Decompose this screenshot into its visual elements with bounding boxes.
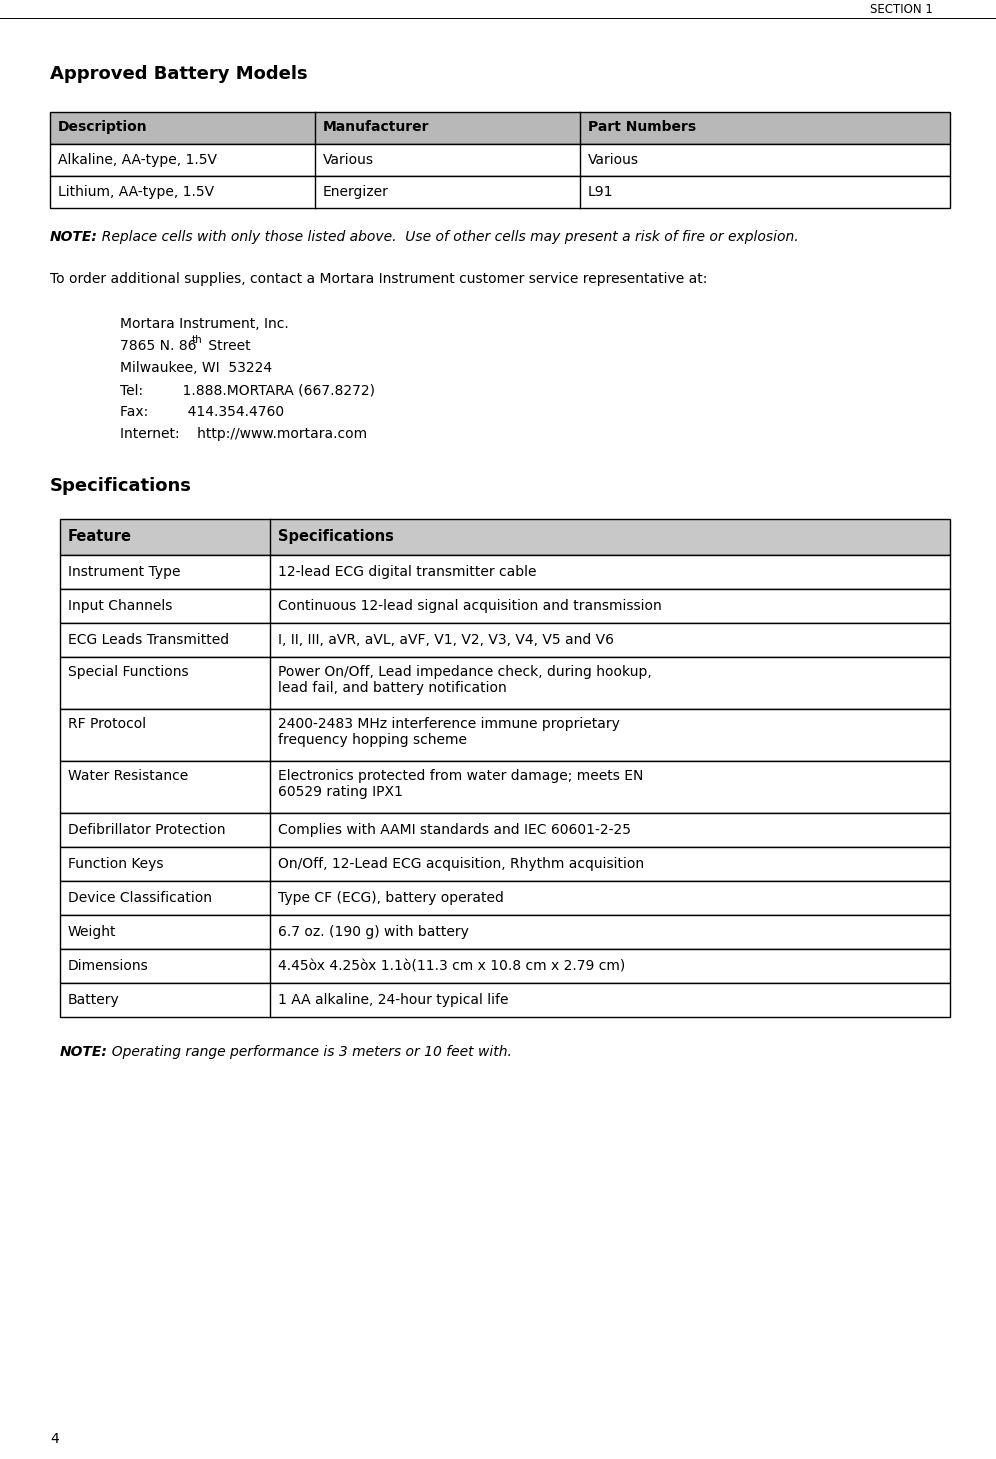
Text: Alkaline, AA-type, 1.5V: Alkaline, AA-type, 1.5V: [58, 153, 217, 166]
Text: Complies with AAMI standards and IEC 60601-2-25: Complies with AAMI standards and IEC 606…: [278, 823, 631, 837]
Text: Part Numbers: Part Numbers: [588, 120, 696, 134]
Text: Approved Battery Models: Approved Battery Models: [50, 66, 308, 83]
Text: Energizer: Energizer: [323, 185, 388, 198]
Bar: [60, 709, 950, 762]
Bar: [60, 983, 950, 1017]
Bar: [60, 657, 950, 709]
Text: Device Classification: Device Classification: [68, 891, 212, 905]
Text: Milwaukee, WI  53224: Milwaukee, WI 53224: [120, 360, 272, 375]
Text: NOTE:: NOTE:: [60, 1045, 108, 1059]
Text: Instrument Type: Instrument Type: [68, 565, 180, 579]
Bar: [50, 144, 950, 177]
Text: Input Channels: Input Channels: [68, 600, 172, 613]
Bar: [50, 177, 950, 209]
Text: To order additional supplies, contact a Mortara Instrument customer service repr: To order additional supplies, contact a …: [50, 271, 707, 286]
Text: ECG Leads Transmitted: ECG Leads Transmitted: [68, 633, 229, 646]
Text: Continuous 12-lead signal acquisition and transmission: Continuous 12-lead signal acquisition an…: [278, 600, 661, 613]
Text: Electronics protected from water damage; meets EN
60529 rating IPX1: Electronics protected from water damage;…: [278, 769, 643, 800]
Text: Power On/Off, Lead impedance check, during hookup,
lead fail, and battery notifi: Power On/Off, Lead impedance check, duri…: [278, 665, 651, 694]
Text: 6.7 oz. (190 g) with battery: 6.7 oz. (190 g) with battery: [278, 925, 469, 940]
Bar: [60, 589, 950, 623]
Bar: [60, 948, 950, 983]
Text: Lithium, AA-type, 1.5V: Lithium, AA-type, 1.5V: [58, 185, 214, 198]
Text: RF Protocol: RF Protocol: [68, 716, 146, 731]
Text: Function Keys: Function Keys: [68, 856, 163, 871]
Bar: [60, 519, 950, 554]
Text: L91: L91: [588, 185, 614, 198]
Text: Fax:         414.354.4760: Fax: 414.354.4760: [120, 406, 284, 419]
Text: Weight: Weight: [68, 925, 117, 940]
Text: Operating range performance is 3 meters or 10 feet with.: Operating range performance is 3 meters …: [103, 1045, 512, 1059]
Text: NOTE:: NOTE:: [50, 231, 98, 244]
Text: th: th: [192, 336, 203, 344]
Text: Battery: Battery: [68, 994, 120, 1007]
Text: On/Off, 12-Lead ECG acquisition, Rhythm acquisition: On/Off, 12-Lead ECG acquisition, Rhythm …: [278, 856, 644, 871]
Text: Various: Various: [588, 153, 639, 166]
Text: Special Functions: Special Functions: [68, 665, 188, 678]
Text: Tel:         1.888.MORTARA (667.8272): Tel: 1.888.MORTARA (667.8272): [120, 384, 375, 397]
Text: SECTION 1: SECTION 1: [870, 3, 933, 16]
Text: 4.45òx 4.25òx 1.1ò(11.3 cm x 10.8 cm x 2.79 cm): 4.45òx 4.25òx 1.1ò(11.3 cm x 10.8 cm x 2…: [278, 959, 625, 973]
Text: Type CF (ECG), battery operated: Type CF (ECG), battery operated: [278, 891, 504, 905]
Text: I, II, III, aVR, aVL, aVF, V1, V2, V3, V4, V5 and V6: I, II, III, aVR, aVL, aVF, V1, V2, V3, V…: [278, 633, 614, 646]
Text: Dimensions: Dimensions: [68, 959, 148, 973]
Bar: [60, 915, 950, 948]
Bar: [60, 813, 950, 848]
Text: Feature: Feature: [68, 530, 132, 544]
Bar: [60, 762, 950, 813]
Text: 7865 N. 86: 7865 N. 86: [120, 338, 196, 353]
Bar: [50, 112, 950, 144]
Bar: [60, 848, 950, 881]
Text: Manufacturer: Manufacturer: [323, 120, 429, 134]
Text: Street: Street: [204, 338, 251, 353]
Text: 4: 4: [50, 1431, 59, 1446]
Bar: [60, 554, 950, 589]
Text: 12-lead ECG digital transmitter cable: 12-lead ECG digital transmitter cable: [278, 565, 537, 579]
Text: Replace cells with only those listed above.  Use of other cells may present a ri: Replace cells with only those listed abo…: [93, 231, 799, 244]
Text: Defibrillator Protection: Defibrillator Protection: [68, 823, 225, 837]
Text: 2400-2483 MHz interference immune proprietary
frequency hopping scheme: 2400-2483 MHz interference immune propri…: [278, 716, 620, 747]
Text: 1 AA alkaline, 24-hour typical life: 1 AA alkaline, 24-hour typical life: [278, 994, 509, 1007]
Text: Specifications: Specifications: [50, 477, 192, 495]
Bar: [60, 623, 950, 657]
Text: Specifications: Specifications: [278, 530, 393, 544]
Text: Water Resistance: Water Resistance: [68, 769, 188, 783]
Text: Mortara Instrument, Inc.: Mortara Instrument, Inc.: [120, 317, 289, 331]
Text: Various: Various: [323, 153, 374, 166]
Text: Internet:    http://www.mortara.com: Internet: http://www.mortara.com: [120, 427, 368, 441]
Text: Description: Description: [58, 120, 147, 134]
Bar: [60, 881, 950, 915]
